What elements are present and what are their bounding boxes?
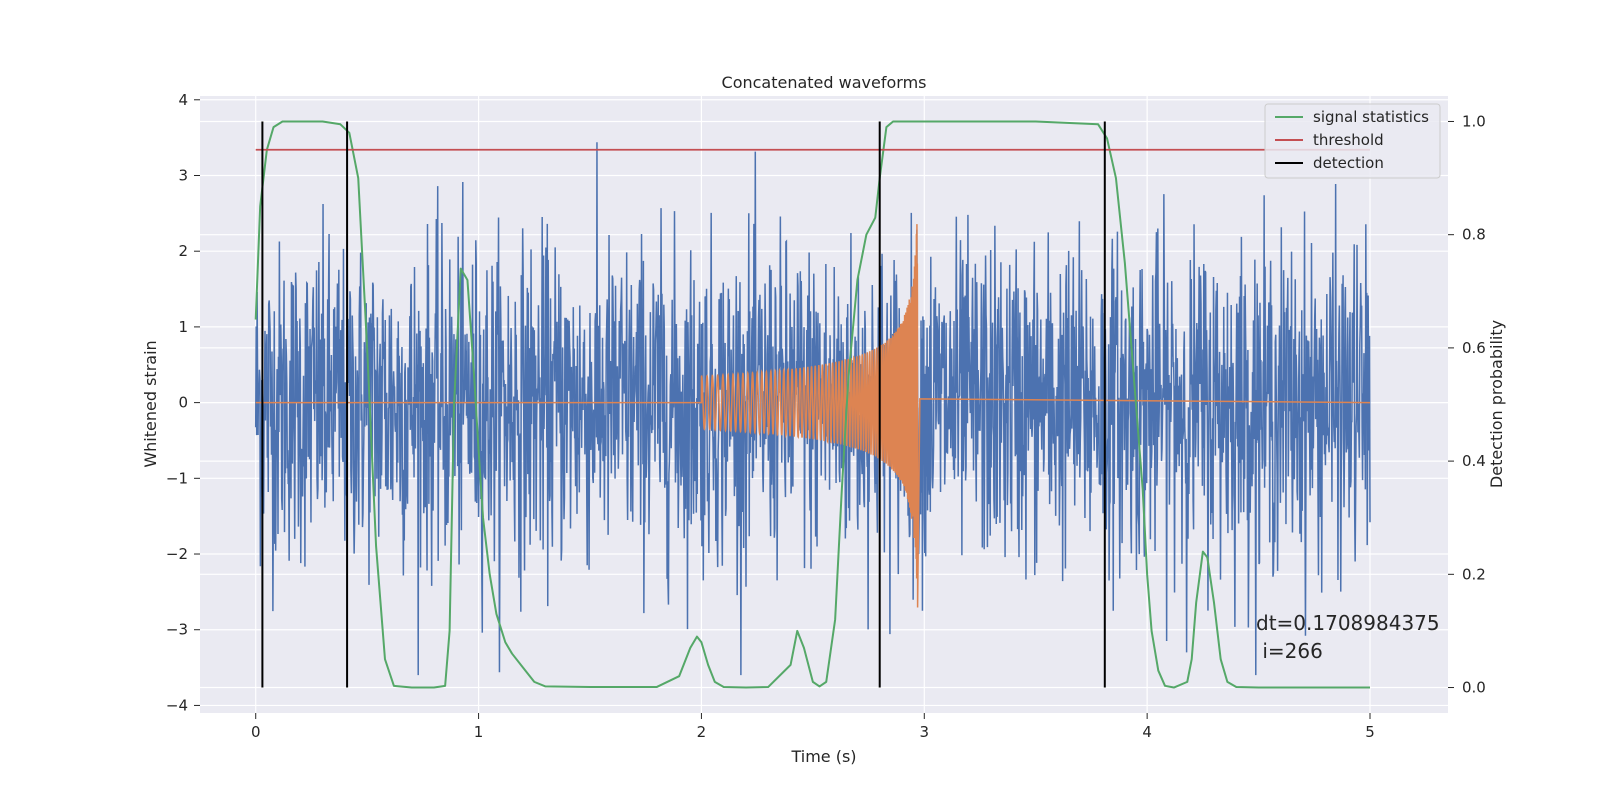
legend-label-detection: detection: [1313, 154, 1384, 172]
legend: signal statistics threshold detection: [1264, 103, 1441, 179]
signal-statistics-series: [254, 120, 1370, 689]
x-tick-label: 4: [1142, 723, 1152, 741]
strain-series: [254, 142, 1371, 676]
y-right-tick-label: 0.0: [1462, 679, 1486, 697]
y-tick-label: −1: [166, 469, 188, 487]
injected-waveform-series: [255, 224, 1371, 608]
chart-title: Concatenated waveforms: [722, 73, 927, 92]
signal-statistics-line: [254, 120, 1370, 689]
detection-series: [261, 121, 1106, 688]
y-tick-label: −4: [166, 696, 188, 714]
injected-waveform-line: [255, 224, 1371, 608]
axis-ticks: 0 1 2 3 4 5 −4 −3 −2 −1 0 1 2 3 4 0.0 0.2 0.4 0.6 0.8 1.0: [166, 91, 1486, 741]
strain-line: [254, 142, 1371, 676]
legend-box: [1264, 103, 1441, 179]
y-right-tick-label: 0.6: [1462, 339, 1486, 357]
y-right-tick-label: 0.8: [1462, 226, 1486, 244]
legend-label-signal-statistics: signal statistics: [1313, 108, 1429, 126]
y-tick-label: 4: [178, 91, 188, 109]
x-tick-label: 0: [251, 723, 261, 741]
legend-label-threshold: threshold: [1313, 131, 1384, 149]
annotation-index: i=266: [1256, 639, 1323, 663]
y-right-tick-label: 0.4: [1462, 452, 1486, 470]
y-axis-label: Whitened strain: [141, 340, 160, 467]
y-axis-right-label: Detection probability: [1487, 320, 1506, 488]
x-tick-label: 2: [697, 723, 707, 741]
y-right-tick-label: 1.0: [1462, 112, 1486, 130]
y-right-tick-label: 0.2: [1462, 565, 1486, 583]
y-tick-label: −2: [166, 545, 188, 563]
x-tick-label: 3: [920, 723, 930, 741]
y-tick-label: 1: [178, 318, 188, 336]
annotation: dt=0.1708984375 i=266: [1256, 611, 1440, 663]
x-tick-label: 1: [474, 723, 484, 741]
annotation-dt: dt=0.1708984375: [1256, 611, 1440, 635]
y-tick-label: 2: [178, 242, 188, 260]
y-tick-label: 3: [178, 166, 188, 184]
x-tick-label: 5: [1365, 723, 1375, 741]
x-axis-label: Time (s): [790, 747, 856, 766]
y-tick-label: 0: [178, 394, 188, 412]
y-tick-label: −3: [166, 621, 188, 639]
